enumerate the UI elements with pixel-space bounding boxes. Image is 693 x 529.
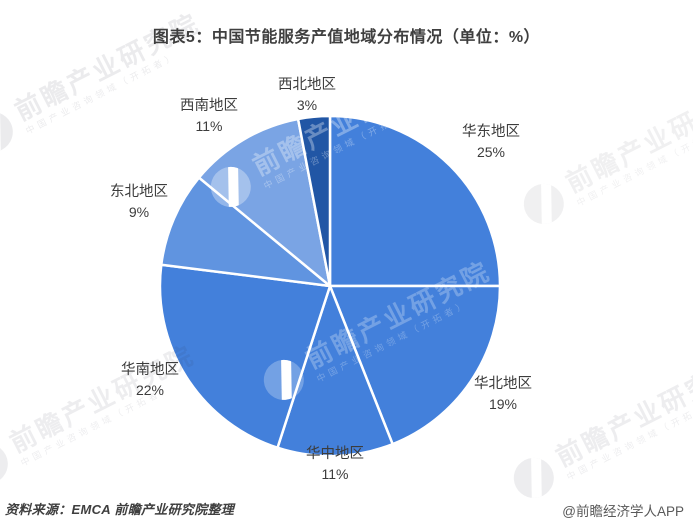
pie-slice-3	[276, 284, 394, 458]
pie-label-percent: 3%	[296, 97, 318, 113]
source-note: 资料来源：EMCA 前瞻产业研究院整理	[5, 502, 235, 517]
pie-slice-5	[160, 176, 332, 288]
pie-label-region: 华南地区	[121, 362, 179, 378]
pie-label-5: 东北地区 9%	[110, 182, 168, 222]
pie-label-percent: 25%	[476, 144, 506, 160]
pie-label-7: 西北地区 3%	[278, 75, 336, 115]
pie-slice-1	[328, 114, 502, 288]
pie-label-percent: 22%	[135, 382, 165, 398]
pie-label-4: 华南地区 22%	[121, 360, 179, 400]
app-credit: @前瞻经济学人APP	[562, 504, 684, 519]
pie-label-3: 华中地区 11%	[306, 444, 364, 484]
pie-label-region: 西北地区	[278, 77, 336, 93]
pie-label-region: 华东地区	[462, 124, 520, 140]
pie-slice-6	[197, 117, 332, 288]
pie-slice-4	[158, 263, 332, 449]
pie-label-region: 华中地区	[306, 446, 364, 462]
chart-title: 图表5：中国节能服务产值地域分布情况（单位：%）	[152, 29, 541, 46]
pie-label-percent: 11%	[195, 118, 223, 134]
pie-label-percent: 19%	[488, 396, 518, 412]
pie-label-2: 华北地区 19%	[474, 374, 532, 414]
pie-slice-7	[296, 114, 332, 288]
pie-label-region: 西南地区	[180, 98, 238, 114]
pie-slice-2	[328, 284, 502, 446]
pie-label-region: 东北地区	[110, 184, 168, 200]
pie-label-6: 西南地区 11%	[180, 96, 238, 136]
pie-label-region: 华北地区	[474, 376, 532, 392]
pie-label-percent: 9%	[128, 204, 150, 220]
pie-label-percent: 11%	[321, 466, 349, 482]
pie-label-1: 华东地区 25%	[462, 122, 520, 162]
